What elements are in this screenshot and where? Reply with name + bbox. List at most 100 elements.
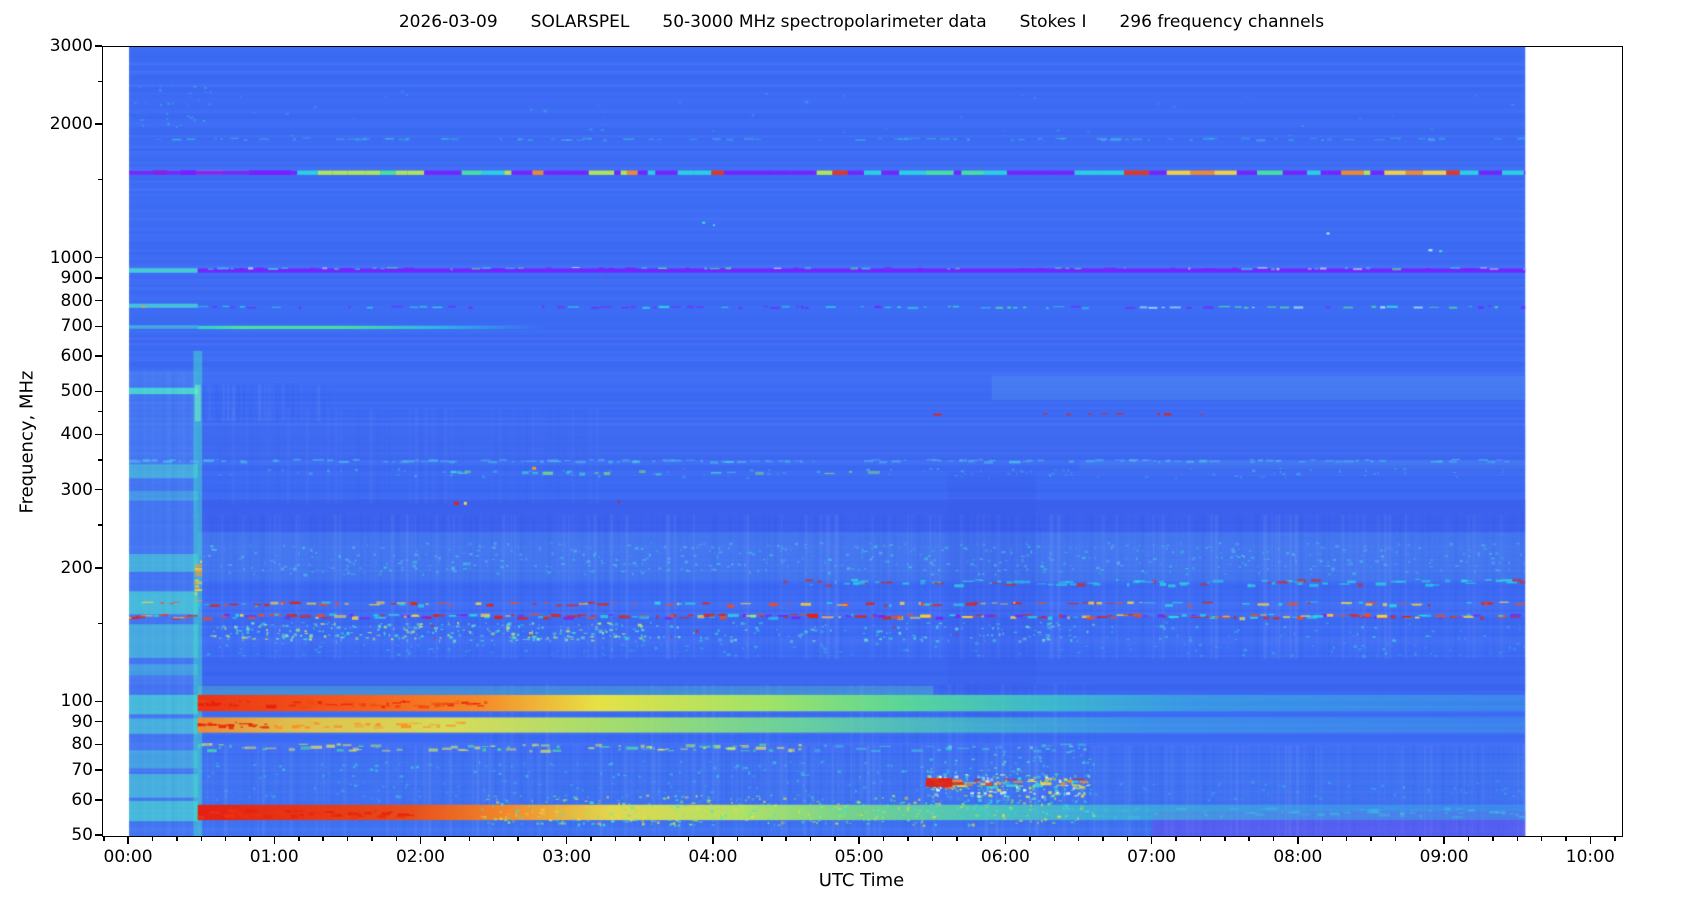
x-major-tick [858, 836, 860, 844]
x-minor-tick [103, 836, 105, 841]
x-major-tick [565, 836, 568, 844]
x-minor-tick [224, 836, 227, 841]
y-tick-label: 600 [60, 346, 93, 367]
x-minor-tick [492, 836, 495, 841]
x-minor-tick [736, 836, 739, 841]
x-tick-label: 06:00 [980, 847, 1030, 867]
x-minor-tick [639, 836, 641, 841]
y-tick-label: 200 [60, 557, 93, 578]
x-minor-tick [882, 836, 885, 841]
y-major-tick [95, 433, 102, 436]
x-major-tick [1004, 836, 1007, 844]
x-tick-label: 04:00 [688, 847, 738, 867]
x-minor-tick [931, 836, 934, 841]
y-minor-tick [98, 178, 102, 181]
y-major-tick [95, 769, 102, 771]
y-major-tick [95, 799, 102, 801]
y-tick-label: 800 [60, 290, 93, 311]
x-minor-tick [1540, 836, 1543, 841]
x-minor-tick [444, 836, 446, 841]
x-tick-label: 01:00 [249, 847, 299, 867]
y-major-tick [95, 355, 102, 357]
x-minor-tick [1492, 836, 1494, 841]
x-minor-tick [1053, 836, 1056, 841]
y-tick-label: 70 [71, 760, 93, 781]
title-instrument: SOLARSPEL [530, 12, 630, 32]
y-tick-label: 2000 [49, 114, 93, 135]
y-tick-label: 50 [71, 825, 93, 845]
y-minor-tick [98, 524, 102, 526]
y-major-tick [95, 277, 102, 279]
x-minor-tick [687, 836, 690, 841]
x-minor-tick [1345, 836, 1348, 841]
y-major-tick [95, 700, 102, 703]
x-tick-label: 10:00 [1565, 847, 1615, 867]
y-tick-label: 900 [60, 268, 93, 288]
spectrogram-canvas [103, 47, 1622, 836]
y-minor-tick [98, 410, 102, 413]
x-minor-tick [1077, 836, 1080, 841]
x-minor-tick [395, 836, 397, 841]
x-minor-tick [1126, 836, 1129, 841]
x-minor-tick [834, 836, 836, 841]
x-major-tick [712, 836, 714, 844]
x-minor-tick [322, 836, 324, 841]
x-minor-tick [249, 836, 251, 841]
x-minor-tick [1029, 836, 1031, 841]
x-axis-label: UTC Time [818, 870, 905, 891]
x-minor-tick [1321, 836, 1324, 841]
y-major-tick [95, 834, 102, 836]
x-tick-label: 02:00 [395, 847, 445, 867]
x-minor-tick [1272, 836, 1275, 841]
x-minor-tick [541, 836, 544, 841]
x-major-tick [419, 836, 422, 844]
y-major-tick [95, 123, 102, 125]
x-major-tick [1297, 836, 1299, 844]
x-minor-tick [761, 836, 763, 841]
x-minor-tick [1516, 836, 1519, 841]
x-minor-tick [1102, 836, 1104, 841]
y-major-tick [95, 567, 102, 569]
plot-area [102, 46, 1623, 837]
x-tick-label: 09:00 [1419, 847, 1469, 867]
x-tick-label: 03:00 [542, 847, 592, 867]
y-tick-label: 60 [71, 789, 93, 810]
y-tick-label: 500 [60, 381, 93, 402]
y-minor-tick [98, 622, 102, 625]
x-minor-tick [1248, 836, 1250, 841]
y-minor-tick [98, 459, 102, 461]
x-tick-label: 08:00 [1273, 847, 1323, 867]
title-date: 2026-03-09 [398, 12, 498, 32]
y-major-tick [95, 390, 102, 393]
x-tick-label: 00:00 [103, 847, 153, 867]
title-channels: 296 frequency channels [1119, 12, 1325, 32]
y-tick-label: 80 [71, 734, 93, 755]
x-minor-tick [1175, 836, 1177, 841]
x-minor-tick [614, 836, 617, 841]
y-minor-tick [98, 80, 102, 83]
plot-title: 2026-03-09 SOLARSPEL 50-3000 MHz spectropo… [102, 12, 1621, 32]
x-minor-tick [1614, 836, 1616, 841]
y-tick-label: 100 [60, 691, 93, 712]
title-stokes: Stokes I [1019, 12, 1087, 32]
y-tick-label: 90 [71, 711, 93, 732]
x-minor-tick [517, 836, 519, 841]
x-minor-tick [371, 836, 373, 841]
y-tick-label: 3000 [49, 36, 93, 56]
y-major-tick [95, 720, 102, 723]
y-major-tick [95, 488, 102, 491]
x-minor-tick [785, 836, 787, 841]
x-major-tick [1589, 836, 1592, 844]
y-tick-label: 300 [60, 479, 93, 500]
y-major-tick [95, 299, 102, 302]
x-minor-tick [1224, 836, 1226, 841]
x-minor-tick [200, 836, 203, 841]
x-minor-tick [1370, 836, 1372, 841]
y-tick-label: 700 [60, 316, 93, 337]
x-minor-tick [1565, 836, 1567, 841]
x-minor-tick [176, 836, 178, 841]
x-minor-tick [298, 836, 300, 841]
y-tick-label: 400 [60, 424, 93, 445]
y-major-tick [95, 743, 102, 746]
